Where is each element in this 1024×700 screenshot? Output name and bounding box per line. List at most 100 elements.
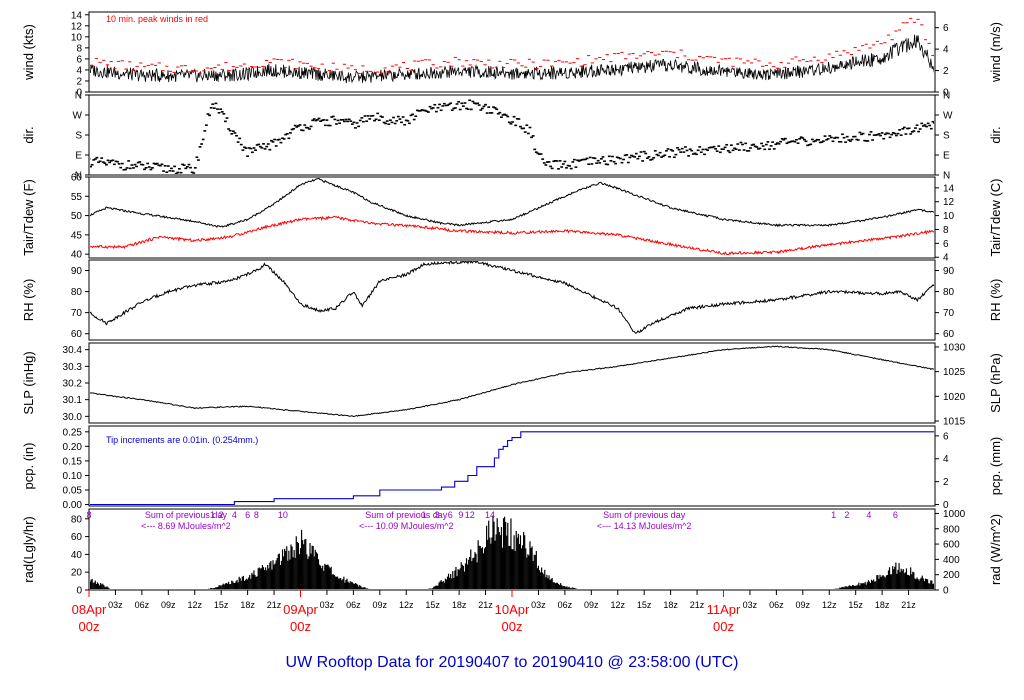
x-tick-label: 12z bbox=[187, 600, 202, 610]
x-tick-label: 18z bbox=[663, 600, 678, 610]
page-title: UW Rooftop Data for 20190407 to 20190410… bbox=[286, 654, 739, 671]
y-tick-label-right: 80 bbox=[943, 287, 955, 298]
plot-area bbox=[90, 345, 934, 418]
y-tick-label-right: 90 bbox=[943, 266, 955, 277]
date-label: 10Apr bbox=[495, 602, 530, 617]
y-tick-label-right: 0 bbox=[943, 586, 949, 597]
panel-frame bbox=[88, 342, 936, 424]
y-tick-label-left: 45 bbox=[71, 230, 83, 241]
y-axis-title-right: Tair/Tdew (C) bbox=[988, 178, 1003, 256]
y-tick-label-right: 1015 bbox=[943, 417, 966, 428]
y-tick-label-left: 20 bbox=[71, 568, 83, 579]
plot-area bbox=[90, 99, 934, 174]
y-axis-title-right: rad (W/m^2) bbox=[988, 514, 1003, 585]
y-tick-label-left: E bbox=[75, 151, 82, 162]
panel-annotation: 10 min. peak winds in red bbox=[106, 14, 208, 24]
y-tick-label-left: 0.25 bbox=[63, 427, 83, 438]
y-tick-label-left: 0 bbox=[76, 88, 82, 99]
y-tick-label-left: 30.3 bbox=[63, 362, 83, 373]
y-tick-label-right: 60 bbox=[943, 329, 955, 340]
y-tick-label-left: 0.20 bbox=[63, 442, 83, 453]
tair-line bbox=[90, 178, 934, 228]
solar-hour-label: 6 bbox=[448, 510, 453, 520]
panel-frame bbox=[88, 425, 936, 507]
y-tick-label-left: 60 bbox=[71, 532, 83, 543]
solar-hour-label: 4 bbox=[232, 510, 237, 520]
y-tick-label-right: 6 bbox=[943, 23, 949, 34]
y-tick-label-right: N bbox=[943, 171, 950, 182]
x-tick-label: 09z bbox=[584, 600, 599, 610]
y-tick-label-right: 400 bbox=[943, 555, 960, 566]
solar-hour-label: 10 bbox=[278, 510, 288, 520]
solar-hour-label: 8 bbox=[86, 510, 91, 520]
solar-hour-label: 2 bbox=[844, 510, 849, 520]
y-tick-label-left: 70 bbox=[71, 308, 83, 319]
y-tick-label-left: 14 bbox=[71, 10, 83, 21]
y-tick-label-left: 80 bbox=[71, 287, 83, 298]
y-tick-label-left: 0.15 bbox=[63, 456, 83, 467]
y-axis-title-right: RH (%) bbox=[988, 279, 1003, 322]
tdew-line bbox=[90, 215, 934, 256]
solar-hour-label: 14 bbox=[485, 510, 495, 520]
y-tick-label-left: 4 bbox=[76, 65, 82, 76]
y-axis-title-left: Tair/Tdew (F) bbox=[21, 179, 36, 256]
panel-pressure: 30.0 30.1 30.2 30.3 30.4 1015 1020 1025 1030 SLP … bbox=[21, 342, 1003, 427]
plot-area bbox=[90, 17, 934, 84]
daily-sum-value: <--- 10.09 MJoules/m^2 bbox=[359, 521, 454, 531]
solar-hour-label: 8 bbox=[254, 510, 259, 520]
x-tick-label: 12z bbox=[399, 600, 414, 610]
x-tick-label: 21z bbox=[478, 600, 493, 610]
y-tick-label-left: 40 bbox=[71, 250, 83, 261]
y-tick-label-right: 1000 bbox=[943, 509, 966, 520]
y-tick-label-right: 6 bbox=[943, 431, 949, 442]
solar-hour-label: 6 bbox=[245, 510, 250, 520]
y-tick-label-right: 1020 bbox=[943, 392, 966, 403]
y-tick-label-right: 1030 bbox=[943, 342, 966, 353]
y-tick-label-right: 8 bbox=[943, 225, 949, 236]
y-axis-title-right: wind (m/s) bbox=[988, 22, 1003, 83]
x-tick-label: 03z bbox=[743, 600, 758, 610]
panel-humidity: 60 70 80 90 60 70 80 90 RH (%) RH (%) bbox=[21, 259, 1003, 341]
y-axis-title-left: pcp. (in) bbox=[21, 443, 36, 490]
x-tick-label: 06z bbox=[769, 600, 784, 610]
wind-mean-line bbox=[90, 34, 934, 84]
plot-area bbox=[90, 178, 934, 256]
y-tick-label-left: 30.0 bbox=[63, 412, 83, 423]
solar-hour-label: 1 bbox=[210, 510, 215, 520]
y-tick-label-left: N bbox=[75, 171, 82, 182]
solar-hour-label: 9 bbox=[458, 510, 463, 520]
y-axis-title-left: rad(Lgly/hr) bbox=[21, 516, 36, 582]
y-tick-label-left: 0.10 bbox=[63, 471, 83, 482]
y-axis-title-left: RH (%) bbox=[21, 279, 36, 322]
y-tick-label-right: E bbox=[943, 151, 950, 162]
y-tick-label-left: 0.05 bbox=[63, 486, 83, 497]
y-tick-label-right: 12 bbox=[943, 197, 955, 208]
panel-annotation: Tip increments are 0.01in. (0.254mm.) bbox=[106, 435, 258, 445]
y-tick-label-right: 4 bbox=[943, 253, 949, 264]
x-tick-label: 15z bbox=[637, 600, 652, 610]
x-tick-label: 06z bbox=[558, 600, 573, 610]
slp-line bbox=[90, 345, 934, 418]
x-tick-label: 09z bbox=[161, 600, 176, 610]
y-axis-title-left: SLP (inHg) bbox=[21, 351, 36, 414]
y-axis-title-left: dir. bbox=[21, 126, 36, 143]
y-tick-label-left: 0 bbox=[76, 586, 82, 597]
plot-area bbox=[90, 431, 934, 505]
solar-hour-label: 12 bbox=[465, 510, 475, 520]
y-tick-label-left: 40 bbox=[71, 550, 83, 561]
y-axis-title-right: SLP (hPa) bbox=[988, 353, 1003, 413]
y-tick-label-right: 800 bbox=[943, 524, 960, 535]
plot-area bbox=[90, 515, 934, 589]
y-tick-label-left: 55 bbox=[71, 192, 83, 203]
panel-precip: 0.00 0.05 0.10 0.15 0.20 0.25 0 2 4 6 pcp. (in) pcp… bbox=[21, 425, 1003, 511]
date-time-label: 00z bbox=[79, 619, 100, 634]
date-time-label: 00z bbox=[713, 619, 734, 634]
x-tick-label: 21z bbox=[267, 600, 282, 610]
plot-area bbox=[90, 261, 934, 334]
y-tick-label-right: 6 bbox=[943, 239, 949, 250]
solar-hour-label: 4 bbox=[866, 510, 871, 520]
y-axis-title-right: dir. bbox=[988, 126, 1003, 143]
solar-hour-label: 6 bbox=[893, 510, 898, 520]
y-tick-label-left: 60 bbox=[71, 329, 83, 340]
y-tick-label-left: 50 bbox=[71, 211, 83, 222]
